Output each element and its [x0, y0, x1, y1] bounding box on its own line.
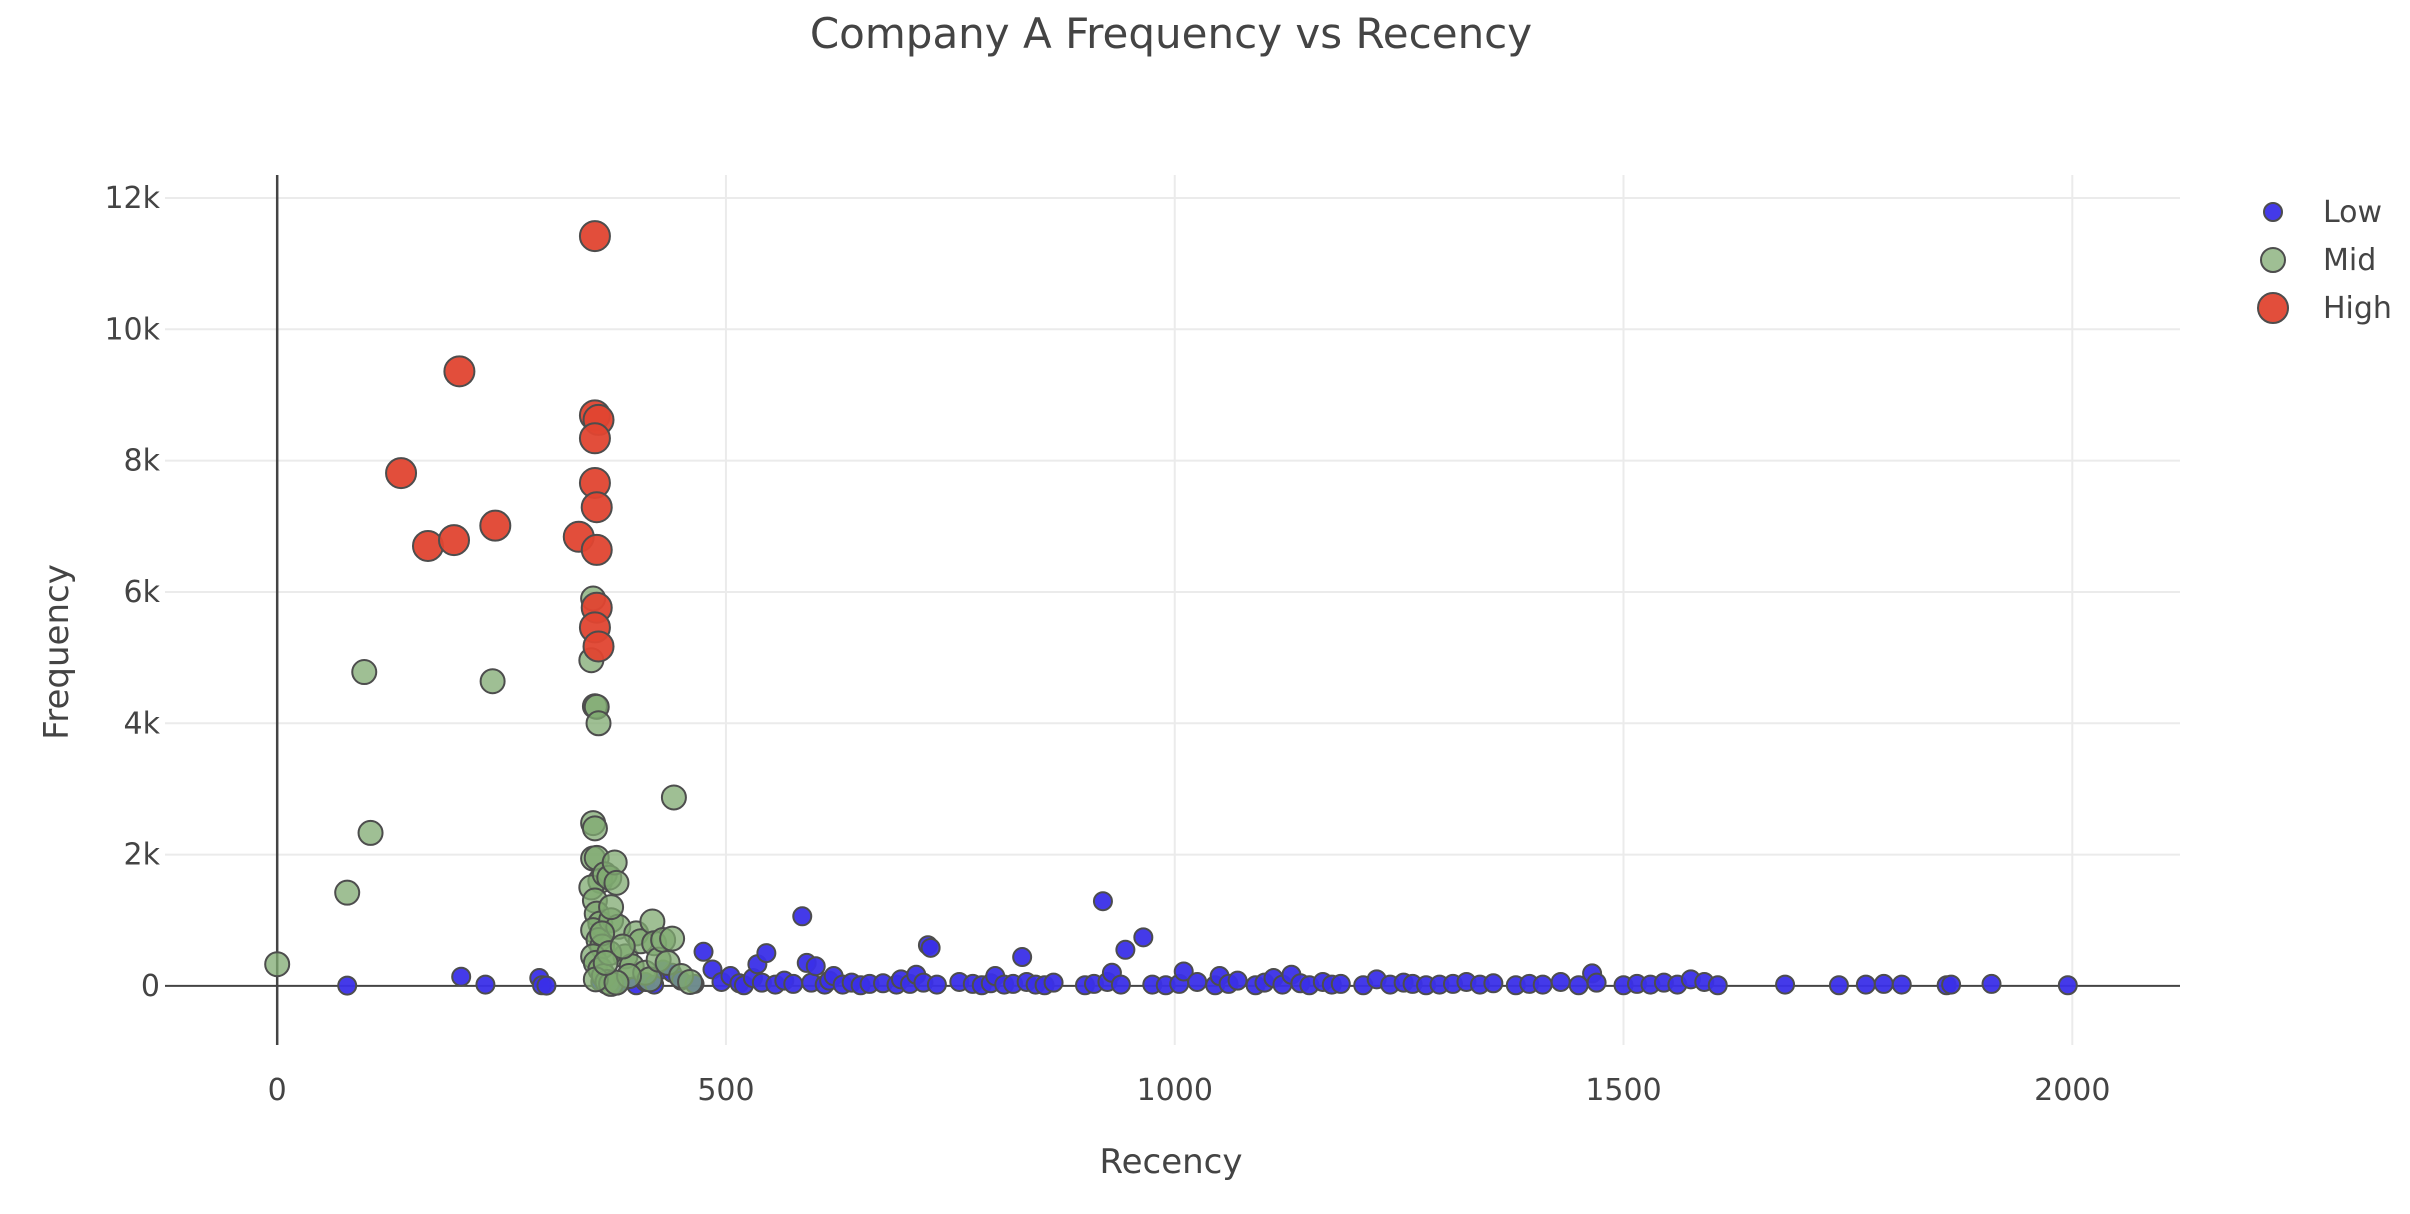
data-point-low — [1330, 973, 1351, 994]
data-point-low — [2057, 975, 2078, 996]
data-point-low — [1855, 974, 1876, 995]
data-point-low — [805, 956, 826, 977]
data-point-low — [1187, 971, 1208, 992]
legend-label: Low — [2323, 195, 2382, 230]
data-point-high — [479, 509, 512, 542]
legend-label: Mid — [2323, 243, 2376, 278]
data-point-mid — [479, 668, 506, 695]
data-point-high — [438, 524, 471, 557]
data-point-low — [926, 974, 947, 995]
y-tick-label: 0 — [141, 969, 160, 1004]
data-point-low — [1532, 974, 1553, 995]
data-point-mid — [609, 933, 636, 960]
data-point-high — [411, 529, 444, 562]
data-point-high — [385, 457, 418, 490]
x-tick-label: 1000 — [1137, 1073, 1213, 1108]
data-point-mid — [677, 968, 704, 995]
legend: Low Mid High — [2257, 195, 2392, 326]
data-point-mid — [603, 869, 630, 896]
data-point-low — [1110, 974, 1131, 995]
data-point-mid — [660, 784, 687, 811]
series-mid — [264, 585, 704, 997]
data-point-low — [783, 973, 804, 994]
y-tick-label: 6k — [124, 575, 161, 610]
data-point-low — [536, 975, 557, 996]
data-point-low — [1483, 973, 1504, 994]
data-point-low — [1115, 939, 1136, 960]
data-point-low — [1043, 972, 1064, 993]
y-tick-label: 10k — [104, 312, 160, 347]
data-point-mid — [659, 925, 686, 952]
data-point-low — [1092, 891, 1113, 912]
series-low — [337, 891, 2078, 996]
data-point-low — [1173, 961, 1194, 982]
data-point-mid — [585, 710, 612, 737]
legend-marker — [2257, 292, 2289, 324]
data-point-low — [1550, 971, 1571, 992]
data-point-low — [1981, 973, 2002, 994]
y-tick-label: 8k — [124, 444, 161, 479]
y-tick-label: 12k — [104, 181, 160, 216]
data-point-low — [693, 941, 714, 962]
data-point-mid — [592, 949, 619, 976]
x-tick-label: 2000 — [2034, 1073, 2110, 1108]
x-tick-label: 0 — [268, 1073, 287, 1108]
data-point-low — [1227, 970, 1248, 991]
data-point-high — [578, 220, 611, 253]
data-point-high — [582, 630, 615, 663]
x-tick-label: 500 — [697, 1073, 754, 1108]
data-point-high — [443, 355, 476, 388]
legend-item-mid[interactable]: Mid — [2260, 243, 2376, 278]
y-axis-title: Frequency — [37, 564, 77, 740]
data-point-low — [1133, 927, 1154, 948]
legend-marker — [2260, 247, 2286, 273]
axes: 0 500 1000 1500 2000 0 2k 4k 6k 8k 10k 12k — [104, 175, 2180, 1108]
grid — [165, 175, 2180, 1045]
data-point-high — [578, 422, 611, 455]
data-point-high — [580, 491, 613, 524]
data-point-mid — [351, 659, 378, 686]
data-point-mid — [357, 819, 384, 846]
data-point-low — [1891, 974, 1912, 995]
data-point-mid — [581, 815, 608, 842]
chart-title: Company A Frequency vs Recency — [810, 9, 1532, 58]
data-point-mid — [598, 894, 625, 921]
data-point-high — [580, 533, 613, 566]
data-point-low — [1873, 973, 1894, 994]
y-tick-label: 2k — [124, 838, 161, 873]
data-point-low — [1012, 947, 1033, 968]
data-point-mid — [603, 969, 630, 996]
data-point-mid — [334, 879, 361, 906]
data-point-low — [920, 937, 941, 958]
legend-item-low[interactable]: Low — [2263, 195, 2382, 230]
legend-item-high[interactable]: High — [2257, 291, 2392, 326]
legend-marker — [2263, 202, 2283, 222]
legend-label: High — [2323, 291, 2392, 326]
x-tick-label: 1500 — [1585, 1073, 1661, 1108]
data-point-low — [1941, 974, 1962, 995]
y-tick-label: 4k — [124, 706, 161, 741]
data-point-low — [451, 966, 472, 987]
data-point-low — [475, 974, 496, 995]
data-point-low — [337, 975, 358, 996]
data-point-low — [756, 943, 777, 964]
data-point-mid — [264, 951, 291, 978]
data-point-low — [792, 906, 813, 927]
data-point-low — [1828, 975, 1849, 996]
data-point-low — [1775, 974, 1796, 995]
x-axis-title: Recency — [1100, 1142, 1243, 1182]
series-high — [385, 220, 615, 663]
plot-area — [264, 220, 2078, 997]
data-point-low — [1707, 975, 1728, 996]
data-point-low — [1586, 972, 1607, 993]
